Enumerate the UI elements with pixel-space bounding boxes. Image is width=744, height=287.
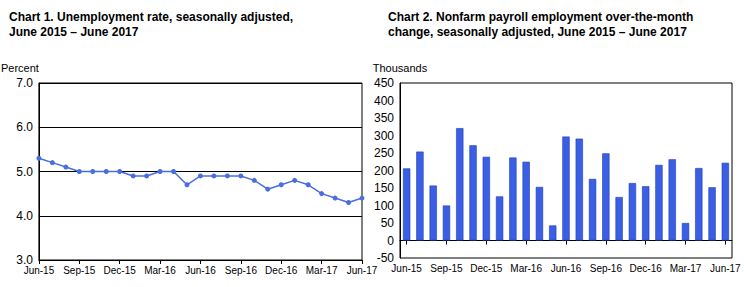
svg-text:5.0: 5.0: [16, 165, 33, 179]
svg-text:7.0: 7.0: [16, 76, 33, 90]
svg-text:50: 50: [381, 216, 395, 230]
svg-text:June 2015 – June 2017: June 2015 – June 2017: [9, 25, 139, 39]
svg-text:Sep-16: Sep-16: [590, 263, 623, 274]
svg-text:Percent: Percent: [1, 62, 39, 74]
svg-text:Mar-16: Mar-16: [144, 265, 176, 276]
svg-text:-50: -50: [376, 251, 394, 265]
svg-text:Sep-15: Sep-15: [430, 263, 463, 274]
svg-text:Mar-17: Mar-17: [670, 263, 702, 274]
svg-text:change, seasonally adjusted, J: change, seasonally adjusted, June 2015 –…: [388, 25, 687, 39]
svg-text:100: 100: [374, 199, 394, 213]
svg-text:6.0: 6.0: [16, 120, 33, 134]
svg-text:4.0: 4.0: [16, 209, 33, 223]
svg-text:Chart 1. Unemployment rate, se: Chart 1. Unemployment rate, seasonally a…: [9, 10, 293, 24]
svg-text:3.0: 3.0: [16, 253, 33, 267]
svg-text:0: 0: [387, 234, 394, 248]
svg-text:350: 350: [374, 111, 394, 125]
svg-text:300: 300: [374, 129, 394, 143]
svg-text:Jun-15: Jun-15: [24, 265, 55, 276]
svg-text:Mar-16: Mar-16: [510, 263, 542, 274]
svg-text:Thousands: Thousands: [373, 62, 428, 74]
svg-text:150: 150: [374, 181, 394, 195]
svg-text:Dec-15: Dec-15: [104, 265, 137, 276]
svg-text:Jun-17: Jun-17: [710, 263, 741, 274]
svg-text:400: 400: [374, 94, 394, 108]
svg-text:Dec-15: Dec-15: [470, 263, 503, 274]
svg-text:Jun-16: Jun-16: [551, 263, 582, 274]
svg-text:Mar-17: Mar-17: [306, 265, 338, 276]
svg-text:Jun-17: Jun-17: [347, 265, 378, 276]
svg-text:Jun-15: Jun-15: [391, 263, 422, 274]
svg-text:Jun-16: Jun-16: [185, 265, 216, 276]
svg-text:Chart 2. Nonfarm payroll emplo: Chart 2. Nonfarm payroll employment over…: [388, 10, 693, 24]
svg-text:Sep-15: Sep-15: [63, 265, 96, 276]
svg-text:450: 450: [374, 76, 394, 90]
svg-text:Dec-16: Dec-16: [630, 263, 663, 274]
svg-text:250: 250: [374, 146, 394, 160]
svg-text:Dec-16: Dec-16: [265, 265, 298, 276]
svg-text:200: 200: [374, 164, 394, 178]
svg-text:Sep-16: Sep-16: [225, 265, 258, 276]
